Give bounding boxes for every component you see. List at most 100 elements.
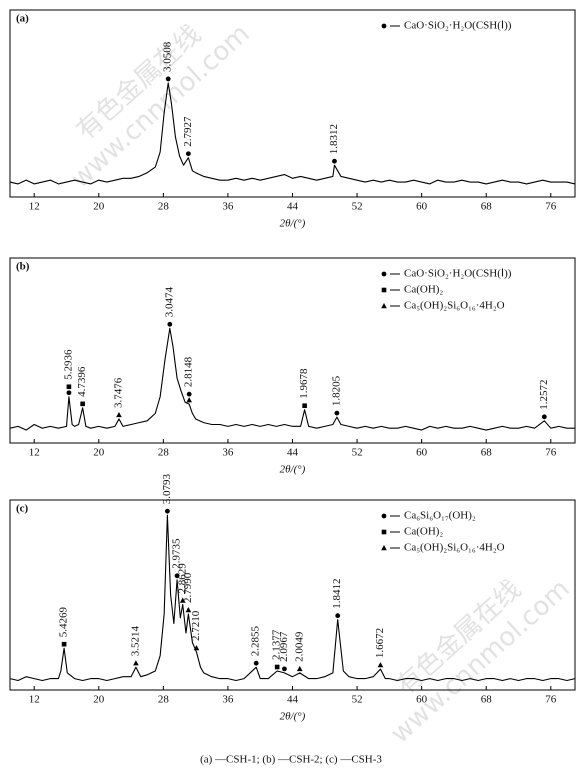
marker-circle bbox=[381, 513, 387, 519]
marker-circle bbox=[186, 391, 192, 397]
marker-square bbox=[61, 641, 67, 647]
x-axis-label: 2θ/(°) bbox=[280, 218, 306, 230]
x-tick-label: 28 bbox=[158, 694, 170, 706]
peak-label: 1.8412 bbox=[331, 578, 343, 608]
marker-triangle bbox=[381, 303, 387, 309]
marker-circle bbox=[381, 23, 387, 29]
marker-square bbox=[381, 529, 387, 535]
xrd-trace bbox=[9, 514, 576, 682]
x-tick-label: 44 bbox=[287, 694, 299, 706]
legend-label: Ca(OH)₂ bbox=[404, 526, 443, 538]
peak-label: 2.0967 bbox=[278, 631, 290, 662]
marker-circle bbox=[541, 414, 547, 420]
marker-circle bbox=[66, 390, 72, 396]
marker-circle bbox=[253, 660, 259, 666]
marker-circle bbox=[167, 321, 173, 327]
marker-circle bbox=[165, 76, 171, 82]
peak-label: 2.7990 bbox=[182, 572, 194, 603]
peak-label: 2.7210 bbox=[190, 610, 202, 641]
peak-label: 3.5214 bbox=[129, 625, 141, 656]
marker-triangle bbox=[296, 665, 303, 672]
xrd-trace bbox=[9, 327, 575, 431]
x-tick-label: 60 bbox=[416, 694, 428, 706]
marker-square bbox=[80, 401, 85, 407]
peak-label: 3.7476 bbox=[112, 377, 124, 408]
marker-triangle bbox=[133, 660, 139, 666]
panel-label: (a) bbox=[16, 13, 29, 25]
peak-label: 2.9735 bbox=[171, 538, 183, 569]
x-tick-label: 52 bbox=[352, 201, 363, 213]
panel-label: (b) bbox=[16, 261, 30, 273]
marker-square bbox=[381, 287, 387, 293]
x-tick-label: 12 bbox=[29, 201, 40, 213]
x-axis-label: 2θ/(°) bbox=[280, 464, 306, 476]
peak-label: 1.2572 bbox=[538, 380, 550, 410]
peak-label: 1.8205 bbox=[330, 375, 342, 406]
peak-label: 1.6672 bbox=[374, 628, 386, 658]
x-tick-label: 20 bbox=[93, 201, 105, 213]
x-tick-label: 36 bbox=[222, 694, 234, 706]
peak-label: 4.7396 bbox=[76, 366, 88, 397]
peak-label: 2.8148 bbox=[183, 356, 195, 387]
x-tick-label: 60 bbox=[416, 447, 428, 459]
marker-square bbox=[274, 664, 280, 670]
peak-label: 2.2855 bbox=[250, 625, 262, 656]
marker-circle bbox=[174, 573, 180, 579]
marker-circle bbox=[335, 613, 341, 619]
x-tick-label: 44 bbox=[287, 447, 299, 459]
peak-label: 2.0049 bbox=[293, 631, 305, 662]
peak-label: 5.2936 bbox=[62, 349, 74, 380]
peak-label: 3.0793 bbox=[161, 473, 173, 504]
x-tick-label: 68 bbox=[481, 201, 493, 213]
peak-label: 2.7927 bbox=[182, 116, 194, 147]
panel-label: (c) bbox=[16, 503, 29, 515]
marker-triangle bbox=[116, 411, 122, 418]
x-tick-label: 76 bbox=[545, 447, 557, 459]
marker-circle bbox=[282, 666, 287, 672]
x-tick-label: 12 bbox=[29, 694, 40, 706]
peak-label: 3.0508 bbox=[162, 41, 174, 72]
legend-label: Ca₅(OH)₂Si₆O₁₆·4H₂O bbox=[404, 542, 505, 554]
marker-triangle bbox=[179, 597, 186, 603]
marker-circle bbox=[185, 151, 191, 157]
marker-circle bbox=[381, 271, 387, 277]
x-tick-label: 44 bbox=[287, 201, 299, 213]
peak-label: 1.8312 bbox=[328, 124, 340, 154]
peak-label: 2.1377 bbox=[271, 629, 283, 660]
peak-label: 1.9678 bbox=[298, 368, 310, 399]
legend-label: Ca₆Si₆O₁₇(OH)₂ bbox=[404, 510, 476, 522]
x-tick-label: 76 bbox=[545, 201, 557, 213]
x-tick-label: 12 bbox=[29, 447, 40, 459]
x-tick-label: 60 bbox=[416, 201, 428, 213]
x-tick-label: 20 bbox=[93, 694, 105, 706]
x-tick-label: 68 bbox=[481, 447, 493, 459]
marker-square bbox=[66, 384, 72, 390]
peak-label: 2.8629 bbox=[176, 563, 188, 594]
marker-triangle bbox=[377, 662, 384, 668]
x-tick-label: 20 bbox=[93, 447, 105, 459]
peak-label: 3.0474 bbox=[163, 287, 175, 318]
legend-label: CaO·SiO₂·H₂O(CSH(Ⅰ)) bbox=[404, 20, 512, 32]
x-tick-label: 36 bbox=[222, 447, 234, 459]
marker-square bbox=[302, 403, 307, 408]
marker-triangle bbox=[186, 397, 192, 403]
marker-triangle bbox=[185, 607, 192, 613]
marker-triangle bbox=[381, 545, 387, 551]
peak-label: 5.4269 bbox=[58, 606, 70, 637]
x-axis-label: 2θ/(°) bbox=[280, 711, 306, 723]
legend-label: CaO·SiO₂·H₂O(CSH(Ⅰ)) bbox=[404, 268, 512, 280]
x-tick-label: 52 bbox=[352, 694, 363, 706]
marker-triangle bbox=[193, 645, 200, 651]
x-tick-label: 52 bbox=[352, 447, 363, 459]
legend-label: Ca(OH)₂ bbox=[404, 284, 443, 296]
marker-circle bbox=[164, 508, 170, 514]
xrd-trace bbox=[9, 82, 576, 185]
x-tick-label: 36 bbox=[222, 201, 234, 213]
x-tick-label: 76 bbox=[545, 694, 557, 706]
marker-circle bbox=[332, 158, 337, 164]
marker-circle bbox=[334, 410, 340, 416]
x-tick-label: 28 bbox=[158, 201, 170, 213]
x-tick-label: 28 bbox=[158, 447, 170, 459]
